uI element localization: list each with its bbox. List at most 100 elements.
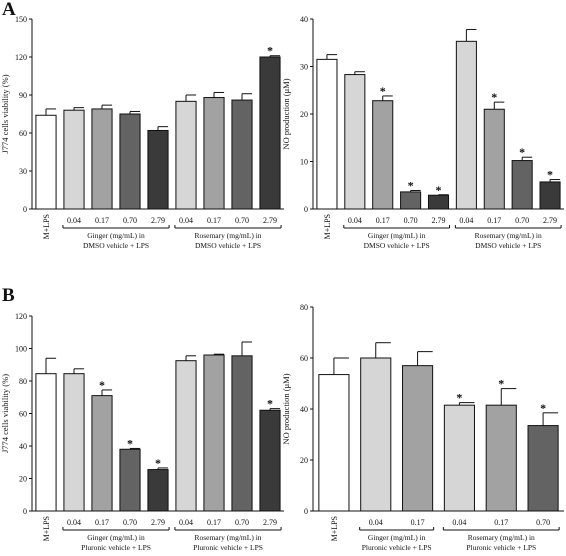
- category-label: 0.04: [67, 518, 81, 527]
- significance-star: *: [127, 436, 133, 450]
- bar: [318, 374, 350, 512]
- category-label: 2.79: [151, 216, 165, 225]
- category-label: 2.79: [432, 216, 446, 225]
- bar: [483, 108, 505, 210]
- bar: [91, 108, 113, 210]
- bar: [119, 113, 141, 210]
- category-label: 0.17: [207, 518, 221, 527]
- group-label-line2: Pluronic vehicle + LPS: [193, 543, 263, 552]
- y-axis-title: NO production (μM): [281, 373, 291, 444]
- bar: [344, 74, 366, 210]
- significance-star: *: [408, 178, 414, 192]
- y-tick-label: 60: [19, 410, 27, 419]
- significance-star: *: [456, 391, 462, 405]
- bar: [360, 357, 392, 512]
- group-label-line1: Ginger (mg/mL) in: [368, 231, 426, 240]
- category-label: 0.70: [404, 216, 418, 225]
- y-tick-label: 20: [300, 456, 308, 465]
- group-label-line1: Ginger (mg/mL) in: [368, 533, 426, 542]
- y-tick-label: 60: [19, 129, 27, 138]
- y-tick-label: 10: [300, 158, 308, 167]
- group-label-line2: DMSO vehicle + LPS: [475, 241, 541, 250]
- y-tick-label: 0: [23, 507, 27, 516]
- chart-b-viability: 0 20 40 60 80 100 120 J774 cells viability (%) M…: [0, 312, 284, 552]
- y-tick-label: 100: [15, 345, 27, 354]
- category-label: 2.79: [151, 518, 165, 527]
- bar: [63, 109, 85, 210]
- bar: [147, 129, 169, 210]
- bar: [35, 373, 57, 512]
- significance-star: *: [436, 183, 442, 197]
- chart-a-no-production: 0 10 20 30 40 NO production (μM) M+LPS 0.04 * 0.1…: [281, 15, 564, 250]
- group-label-line2: Pluronic vehicle + LPS: [466, 543, 536, 552]
- bar: [35, 114, 57, 210]
- group-label-line1: Rosemary (mg/mL) in: [468, 533, 535, 542]
- chart-b-no-production: 0 20 40 60 80 NO production (μM) M+LPS 0.04 0.17…: [281, 303, 564, 552]
- bar: [316, 58, 338, 210]
- y-tick-label: 120: [15, 53, 27, 62]
- category-label-control: M+LPS: [42, 214, 51, 239]
- category-label: 0.70: [536, 518, 550, 527]
- group-label-line2: DMSO vehicle + LPS: [83, 241, 149, 250]
- group-label-line1: Ginger (mg/mL) in: [87, 231, 145, 240]
- category-label-control: M+LPS: [330, 516, 339, 541]
- bar: [402, 365, 434, 512]
- significance-star: *: [155, 456, 161, 470]
- chart-a-viability: 0 30 60 90 120 150 J774 cells viability (%) M+L…: [0, 15, 284, 250]
- significance-star: *: [267, 397, 273, 411]
- y-tick-label: 60: [300, 354, 308, 363]
- bar: [175, 360, 197, 512]
- bar: [527, 425, 559, 512]
- category-label: 0.17: [95, 518, 109, 527]
- group-label-line2: DMSO vehicle + LPS: [195, 241, 261, 250]
- y-tick-label: 40: [19, 442, 27, 451]
- group-label-line1: Rosemary (mg/mL) in: [194, 533, 261, 542]
- y-tick-label: 120: [15, 312, 27, 321]
- y-tick-label: 20: [19, 475, 27, 484]
- significance-star: *: [267, 44, 273, 58]
- category-label: 0.04: [452, 518, 466, 527]
- bar: [400, 191, 422, 210]
- significance-star: *: [491, 90, 497, 104]
- category-label: 0.70: [235, 216, 249, 225]
- panel-letter-a: A: [2, 0, 16, 20]
- category-label: 0.17: [487, 216, 501, 225]
- bar: [147, 469, 169, 512]
- significance-star: *: [99, 378, 105, 392]
- y-tick-label: 0: [304, 507, 308, 516]
- category-label: 2.79: [543, 216, 557, 225]
- category-label: 0.17: [494, 518, 508, 527]
- bar: [539, 181, 561, 210]
- bar: [427, 194, 450, 210]
- category-label: 2.79: [263, 518, 277, 527]
- category-label: 0.04: [459, 216, 473, 225]
- category-label: 0.70: [123, 216, 137, 225]
- significance-star: *: [547, 168, 553, 182]
- category-label: 0.70: [515, 216, 529, 225]
- bar: [203, 354, 225, 512]
- bar: [231, 99, 253, 210]
- y-tick-label: 150: [15, 15, 27, 24]
- category-label: 2.79: [263, 216, 277, 225]
- category-label-control: M+LPS: [323, 214, 332, 239]
- bar: [485, 404, 517, 512]
- y-tick-label: 40: [300, 405, 308, 414]
- group-label-line2: DMSO vehicle + LPS: [364, 241, 430, 250]
- category-label: 0.04: [179, 216, 193, 225]
- y-axis-title: J774 cells viability (%): [0, 374, 10, 453]
- y-tick-label: 0: [304, 205, 308, 214]
- y-tick-label: 80: [300, 303, 308, 312]
- category-label: 0.17: [376, 216, 390, 225]
- bar: [259, 56, 281, 210]
- bar: [231, 355, 253, 512]
- category-label: 0.70: [123, 518, 137, 527]
- bar: [175, 100, 197, 210]
- y-tick-label: 80: [19, 377, 27, 386]
- bar: [443, 404, 475, 512]
- y-tick-label: 90: [19, 91, 27, 100]
- y-tick-label: 40: [300, 15, 308, 24]
- category-label: 0.17: [95, 216, 109, 225]
- category-label-control: M+LPS: [42, 516, 51, 541]
- bar: [91, 395, 113, 512]
